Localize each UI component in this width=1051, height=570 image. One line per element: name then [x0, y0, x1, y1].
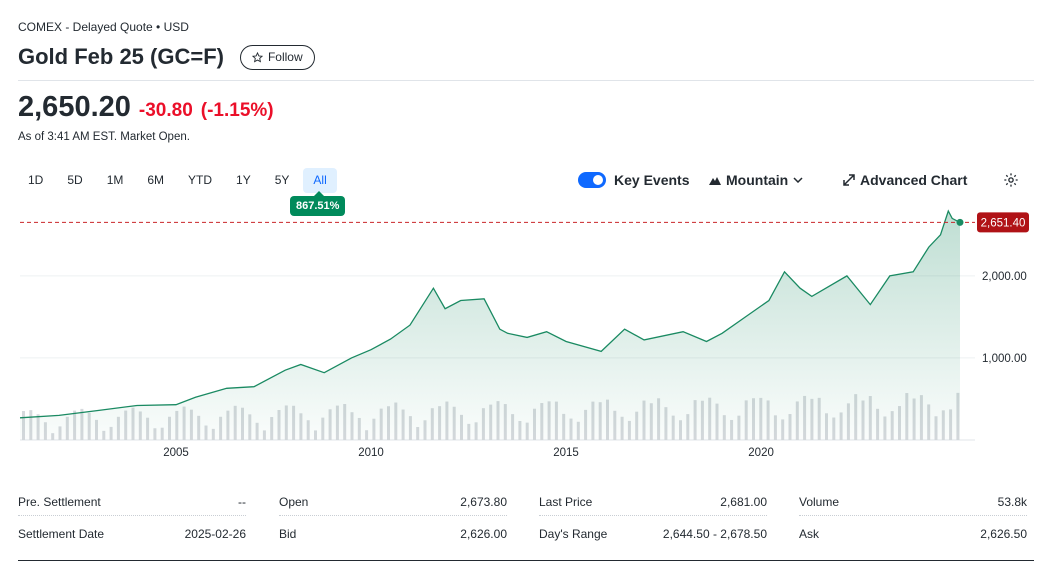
stat-value: 2025-02-26 [184, 527, 246, 541]
range-button-1m[interactable]: 1M [106, 173, 124, 187]
stat-row: Pre. Settlement -- [18, 488, 246, 516]
range-selector: 1D 5D 1M 6M YTD 1Y 5Y All [18, 168, 337, 193]
chart-controls: Key Events Mountain Advanced Chart [578, 170, 1031, 190]
stat-label: Settlement Date [18, 527, 105, 541]
range-button-5y[interactable]: 5Y [274, 173, 290, 187]
stat-row: Last Price 2,681.00 [539, 488, 767, 516]
chart-type-label: Mountain [726, 172, 789, 188]
stat-label: Bid [279, 527, 297, 541]
x-tick-label: 2020 [748, 447, 774, 459]
y-tick-label: 1,000.00 [982, 353, 1027, 365]
current-price: 2,650.20 [18, 91, 131, 123]
page-title: Gold Feb 25 (GC=F) [18, 44, 224, 69]
range-button-6m[interactable]: 6M [147, 173, 165, 187]
price-change-percent: (-1.15%) [200, 100, 274, 121]
price-change: -30.80 [138, 100, 193, 121]
x-tick-label: 2005 [163, 447, 189, 459]
range-button-all[interactable]: All [303, 168, 337, 193]
x-tick-label: 2010 [358, 447, 384, 459]
stat-row: Bid 2,626.00 [279, 520, 507, 548]
as-of-timestamp: As of 3:41 AM EST. Market Open. [18, 131, 190, 143]
star-icon [251, 51, 263, 63]
stat-value: 2,626.50 [980, 527, 1027, 541]
mountain-icon [709, 177, 721, 185]
stat-label: Open [279, 494, 309, 509]
chart-type-dropdown[interactable]: Mountain [709, 172, 803, 188]
price-area [20, 211, 960, 440]
price-line [19, 209, 961, 419]
last-price-label: 2,651.40 [981, 217, 1026, 229]
stat-label: Ask [799, 527, 820, 541]
stat-value: 2,626.00 [460, 527, 507, 541]
expand-icon [843, 174, 855, 186]
range-button-1y[interactable]: 1Y [236, 173, 251, 187]
last-price-dot [956, 218, 964, 226]
stat-value: -- [238, 494, 246, 509]
stat-label: Day's Range [539, 527, 608, 541]
stat-row: Ask 2,626.50 [799, 520, 1027, 548]
follow-label: Follow [267, 50, 303, 64]
stat-value: 2,644.50 - 2,678.50 [662, 527, 767, 541]
stat-label: Volume [799, 494, 840, 509]
divider [18, 80, 1034, 81]
stat-row: Volume 53.8k [799, 488, 1027, 516]
gear-icon [1004, 173, 1018, 187]
range-button-5d[interactable]: 5D [67, 173, 83, 187]
performance-badge: 867.51% [290, 191, 346, 216]
settings-button[interactable] [1003, 172, 1019, 193]
x-tick-label: 2015 [553, 447, 579, 459]
price-chart[interactable]: 1,000.00 2,000.00 2,651.40 2005 2010 2015 2020 [0, 196, 1051, 466]
range-button-ytd[interactable]: YTD [188, 173, 213, 187]
stat-value: 2,673.80 [460, 494, 507, 509]
y-tick-label: 2,000.00 [982, 271, 1027, 283]
title-row: Gold Feb 25 (GC=F) Follow [18, 44, 315, 70]
stat-label: Last Price [539, 494, 593, 509]
exchange-info: COMEX - Delayed Quote • USD [18, 20, 189, 34]
toggle-knob [593, 175, 603, 185]
price-row: 2,650.20 -30.80 (-1.15%) [18, 91, 274, 124]
stat-row: Settlement Date 2025-02-26 [18, 520, 246, 548]
divider [18, 560, 1034, 561]
stat-value: 2,681.00 [720, 494, 767, 509]
advanced-chart-button[interactable]: Advanced Chart [843, 172, 967, 188]
range-button-1d[interactable]: 1D [28, 173, 44, 187]
stat-row: Day's Range 2,644.50 - 2,678.50 [539, 520, 767, 548]
chevron-down-icon [793, 177, 803, 183]
stat-value: 53.8k [997, 494, 1027, 509]
last-price-tag [977, 212, 1029, 233]
stat-label: Pre. Settlement [18, 494, 101, 509]
key-events-toggle[interactable] [578, 172, 606, 188]
key-events-label: Key Events [614, 172, 690, 188]
follow-button[interactable]: Follow [239, 44, 315, 70]
stat-row: Open 2,673.80 [279, 488, 507, 516]
advanced-chart-label: Advanced Chart [860, 172, 968, 188]
